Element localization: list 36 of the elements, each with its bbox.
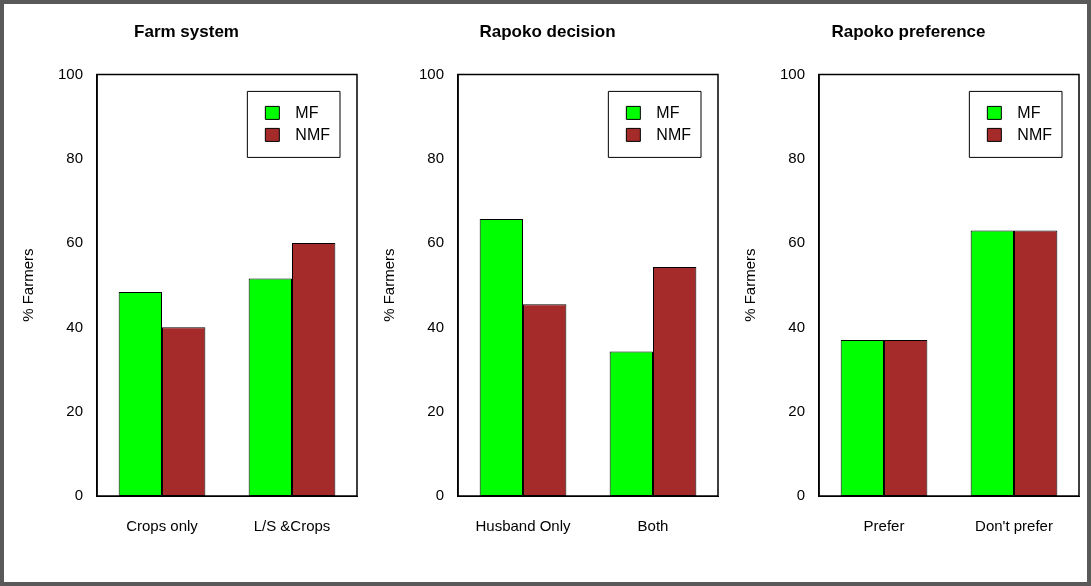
chart-title: Rapoko preference <box>831 21 986 41</box>
y-tick-label: 100 <box>58 64 84 82</box>
x-tick-label: Husband Only <box>475 517 572 535</box>
y-tick-label: 60 <box>66 233 84 251</box>
y-tick-label: 40 <box>788 317 806 335</box>
x-tick-label: Crops only <box>126 517 199 535</box>
y-tick-label: 20 <box>788 401 806 419</box>
x-tick-label: L/S &Crops <box>253 517 331 535</box>
legend-label: NMF <box>1017 125 1053 143</box>
x-tick-label: Don't prefer <box>975 517 1053 535</box>
x-tick-label: Prefer <box>863 517 905 535</box>
x-tick-label: Both <box>637 517 669 535</box>
y-tick-label: 20 <box>427 401 445 419</box>
y-tick-label: 80 <box>66 148 84 166</box>
y-tick-label: 0 <box>435 486 445 504</box>
y-tick-label: 0 <box>796 486 806 504</box>
y-tick-label: 60 <box>788 233 806 251</box>
y-axis-title: % Farmers <box>380 248 398 322</box>
y-tick-label: 80 <box>788 148 806 166</box>
y-tick-label: 20 <box>66 401 84 419</box>
y-tick-label: 0 <box>74 486 84 504</box>
y-tick-label: 100 <box>419 64 445 82</box>
legend-label: NMF <box>295 125 331 143</box>
chart-title: Rapoko decision <box>479 21 616 41</box>
chart-title: Farm system <box>134 21 239 41</box>
y-tick-label: 100 <box>780 64 806 82</box>
y-tick-label: 40 <box>66 317 84 335</box>
y-tick-label: 80 <box>427 148 445 166</box>
y-tick-label: 60 <box>427 233 445 251</box>
y-axis-title: % Farmers <box>19 248 37 322</box>
y-axis-title: % Farmers <box>741 248 759 322</box>
y-tick-label: 40 <box>427 317 445 335</box>
legend-label: NMF <box>656 125 692 143</box>
legend-label: MF <box>1017 103 1041 121</box>
legend-label: MF <box>656 103 680 121</box>
legend-label: MF <box>295 103 319 121</box>
